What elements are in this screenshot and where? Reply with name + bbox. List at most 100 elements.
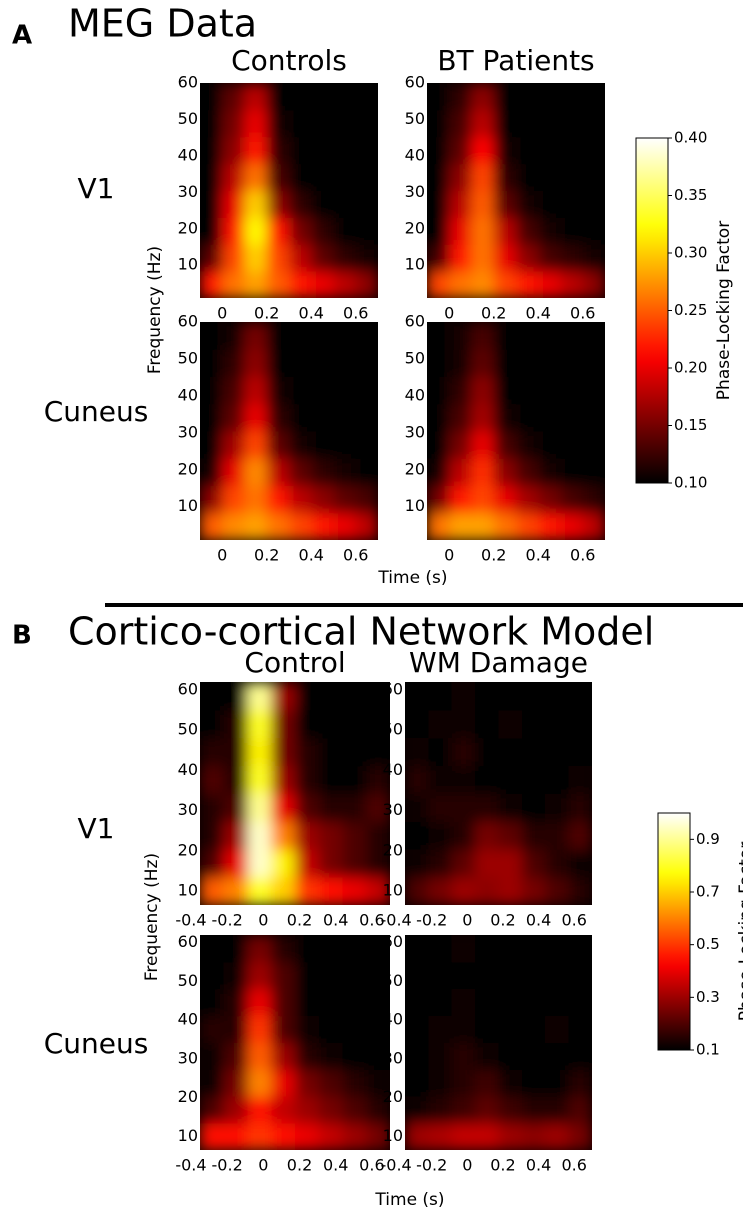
heatmap-cell xyxy=(538,458,561,486)
heatmap-cell xyxy=(493,403,517,432)
heatmap-cell xyxy=(222,485,245,514)
y-tick-label: 30 xyxy=(178,1048,198,1067)
heatmap-cell xyxy=(200,1015,225,1043)
heatmap-cell xyxy=(200,217,223,245)
heatmap-cell xyxy=(405,682,429,711)
heatmap-cell xyxy=(449,190,472,218)
heatmap-cell xyxy=(244,485,268,514)
heatmap-cell xyxy=(405,877,429,905)
heatmap-cell xyxy=(333,349,357,377)
heatmap-cell xyxy=(538,349,561,377)
heatmap-cell xyxy=(200,1123,225,1150)
heatmap-cell xyxy=(493,83,517,111)
colorbar xyxy=(635,137,669,484)
heatmap-cell xyxy=(289,136,312,165)
x-tick-label: 0.4 xyxy=(323,911,348,930)
heatmap-cell xyxy=(427,83,450,111)
heatmap-cell xyxy=(449,403,472,432)
y-tick-label: 10 xyxy=(383,1126,403,1145)
heatmap-cell xyxy=(538,431,561,459)
heatmap-cell xyxy=(295,793,320,822)
x-tick-label: -0.4 xyxy=(380,1156,411,1175)
heatmap-cell xyxy=(516,190,539,218)
heatmap-cell xyxy=(582,376,605,405)
heatmap-cell xyxy=(428,935,453,963)
heatmap-cell xyxy=(427,109,450,138)
heatmap-cell xyxy=(342,682,367,711)
colorbar-tick-label: 0.9 xyxy=(696,830,720,848)
heatmap-cell xyxy=(247,988,272,1017)
heatmap-cell xyxy=(405,961,429,990)
heatmap-cell xyxy=(475,737,499,767)
heatmap-cell xyxy=(200,136,223,165)
heatmap-cell xyxy=(568,849,592,878)
heatmap-cell xyxy=(342,988,367,1017)
heatmap-cell xyxy=(582,244,605,272)
x-axis-label: Time (s) xyxy=(377,568,447,588)
heatmap-cell xyxy=(333,376,357,405)
heatmap-cell xyxy=(271,1015,296,1043)
heatmap-cell xyxy=(355,217,378,245)
heatmap-cell xyxy=(451,877,476,905)
colorbar-tick-label: 0.25 xyxy=(674,301,707,319)
y-tick-label: 60 xyxy=(405,312,425,331)
heatmap-cell xyxy=(271,1042,296,1070)
heatmap-cell xyxy=(498,737,523,767)
heatmap-cell xyxy=(333,271,357,298)
heatmap-cell xyxy=(366,1015,390,1043)
heatmap xyxy=(200,322,378,540)
heatmap-cell xyxy=(560,349,584,377)
heatmap-cell xyxy=(311,403,334,432)
row-label: V1 xyxy=(78,812,115,845)
heatmap-cell xyxy=(355,431,378,459)
heatmap-cell xyxy=(295,737,320,767)
y-tick-label: 30 xyxy=(178,422,198,441)
heatmap-cell xyxy=(342,877,367,905)
heatmap-cell xyxy=(498,821,523,850)
heatmap-cell xyxy=(545,1096,570,1124)
column-title: WM Damage xyxy=(409,646,588,679)
heatmap-cell xyxy=(200,349,223,377)
x-tick-label: 0.4 xyxy=(299,546,324,565)
heatmap-cell xyxy=(311,190,334,218)
heatmap-cell xyxy=(545,988,570,1017)
heatmap-cell xyxy=(538,190,561,218)
heatmap-cell xyxy=(318,988,343,1017)
x-tick-label: 0.2 xyxy=(490,911,515,930)
heatmap-cell xyxy=(428,877,453,905)
heatmap-cell xyxy=(266,512,290,540)
colorbar-tick-label: 0.15 xyxy=(674,416,707,434)
heatmap-cell xyxy=(516,512,539,540)
heatmap-cell xyxy=(366,1123,390,1150)
heatmap-cell xyxy=(223,961,248,990)
heatmap-cell xyxy=(475,849,499,878)
x-tick-label: 0.6 xyxy=(359,1156,384,1175)
heatmap-cell xyxy=(366,1069,390,1097)
heatmap-cell xyxy=(333,431,357,459)
heatmap-cell xyxy=(521,849,546,878)
heatmap-cell xyxy=(266,136,290,165)
colorbar-tick-label: 0.10 xyxy=(674,474,707,492)
y-tick-label: 10 xyxy=(178,1126,198,1145)
heatmap-cell xyxy=(405,737,429,767)
heatmap-cell xyxy=(342,961,367,990)
heatmap-cell xyxy=(475,961,499,990)
heatmap-cell xyxy=(333,217,357,245)
heatmap-cell xyxy=(498,709,523,739)
heatmap-cell xyxy=(295,849,320,878)
heatmap-cell xyxy=(355,271,378,298)
heatmap-cell xyxy=(342,737,367,767)
heatmap-cell xyxy=(493,244,517,272)
heatmap-cell xyxy=(289,190,312,218)
heatmap-cell xyxy=(427,322,450,350)
heatmap-cell xyxy=(200,431,223,459)
heatmap-cell xyxy=(244,349,268,377)
heatmap-cell xyxy=(516,403,539,432)
heatmap-cell xyxy=(289,349,312,377)
heatmap-cell xyxy=(405,935,429,963)
heatmap-cell xyxy=(318,1042,343,1070)
heatmap-cell xyxy=(244,322,268,350)
heatmap-cell xyxy=(200,1042,225,1070)
heatmap-cell xyxy=(451,1042,476,1070)
heatmap-cell xyxy=(521,935,546,963)
